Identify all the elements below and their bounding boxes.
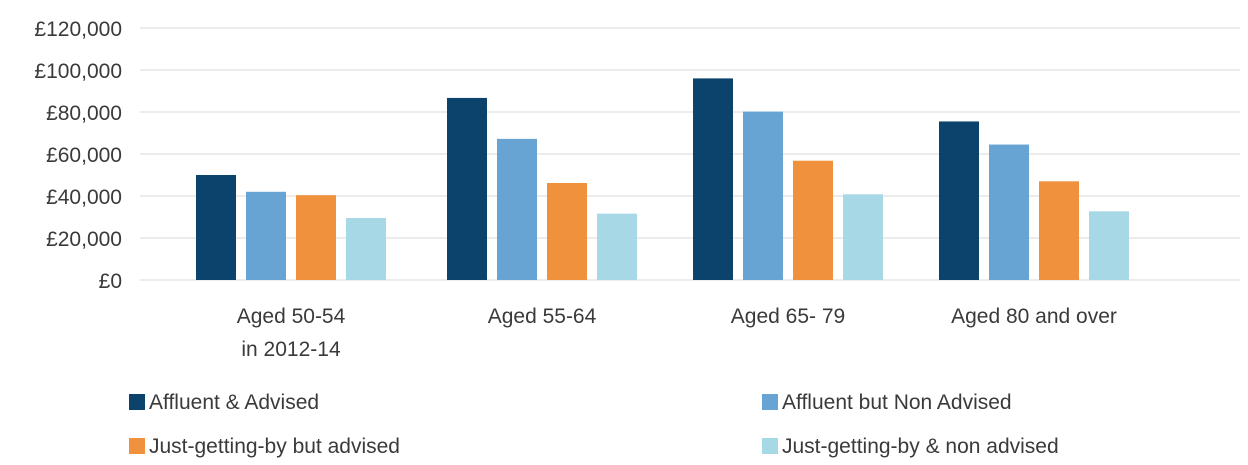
legend-label-1: Affluent & Advised — [149, 391, 319, 414]
x-category-label-1: Aged 50-54 — [237, 305, 346, 328]
bar-s1-c1 — [196, 175, 236, 280]
legend-swatch-4 — [762, 438, 778, 454]
bar-s3-c3 — [793, 160, 833, 280]
bar-s4-c4 — [1089, 211, 1129, 280]
bar-s1-c2 — [447, 97, 487, 281]
bar-s2-c3 — [743, 111, 783, 280]
y-tick-label-4: £80,000 — [46, 102, 122, 125]
legend-swatch-2 — [762, 394, 778, 410]
bar-s2-c1 — [246, 191, 286, 280]
legend-label-4: Just-getting-by & non advised — [782, 435, 1059, 458]
legend-label-3: Just-getting-by but advised — [149, 435, 400, 458]
bar-s4-c1 — [346, 218, 386, 280]
bar-s1-c3 — [693, 78, 733, 281]
y-tick-label-6: £120,000 — [34, 18, 122, 41]
x-category-label-4: Aged 80 and over — [951, 305, 1117, 328]
x-category-label-1-line2: in 2012-14 — [241, 338, 341, 361]
x-category-label-3: Aged 65- 79 — [731, 305, 845, 328]
bar-s3-c1 — [296, 195, 336, 280]
bar-s1-c4 — [939, 121, 979, 280]
bar-s3-c4 — [1039, 181, 1079, 280]
y-tick-label-0: £0 — [99, 270, 122, 293]
y-tick-label-1: £20,000 — [46, 228, 122, 251]
bar-s2-c4 — [989, 144, 1029, 280]
y-tick-label-2: £40,000 — [46, 186, 122, 209]
x-category-label-2: Aged 55-64 — [488, 305, 597, 328]
y-tick-label-5: £100,000 — [34, 60, 122, 83]
bar-s2-c2 — [497, 138, 537, 280]
legend-label-2: Affluent but Non Advised — [782, 391, 1012, 414]
bar-s4-c2 — [597, 213, 637, 280]
bar-s4-c3 — [843, 194, 883, 280]
bar-s3-c2 — [547, 182, 587, 280]
legend-swatch-3 — [129, 438, 145, 454]
legend-swatch-1 — [129, 394, 145, 410]
y-tick-label-3: £60,000 — [46, 144, 122, 167]
